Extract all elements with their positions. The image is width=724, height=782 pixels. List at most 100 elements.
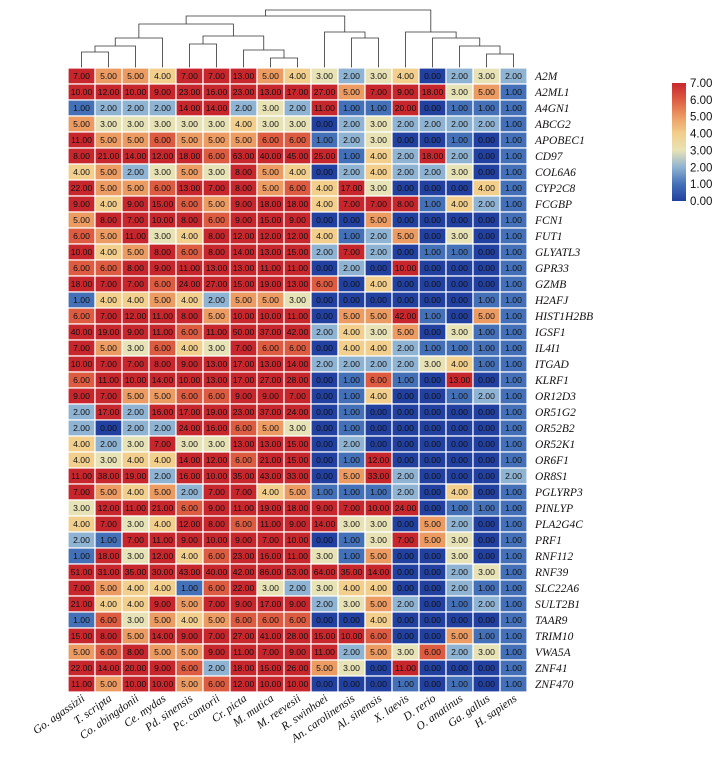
cell-value-label: 5.00	[100, 679, 117, 689]
cell-value-label: 0.00	[316, 423, 333, 433]
cell-value-label: 35.00	[341, 567, 363, 577]
cell-value-label: 1.00	[505, 103, 522, 113]
cell-value-label: 1.00	[316, 135, 333, 145]
cell-value-label: 2.00	[505, 71, 522, 81]
cell-value-label: 11.00	[152, 535, 173, 545]
cell-value-label: 2.00	[316, 327, 333, 337]
cell-value-label: 6.00	[154, 135, 171, 145]
cell-value-label: 5.00	[100, 583, 117, 593]
cell-value-label: 9.00	[316, 503, 333, 513]
cell-value-label: 0.00	[397, 279, 414, 289]
cell-value-label: 11.00	[179, 263, 200, 273]
cell-value-label: 4.00	[181, 615, 198, 625]
cell-value-label: 1.00	[505, 631, 522, 641]
cell-value-label: 14.00	[152, 375, 174, 385]
cell-value-label: 3.00	[451, 231, 468, 241]
cell-value-label: 9.00	[289, 647, 306, 657]
cell-value-label: 1.00	[505, 343, 522, 353]
cell-value-label: 2.00	[397, 343, 414, 353]
cell-value-label: 15.00	[287, 247, 309, 257]
cell-value-label: 0.00	[424, 471, 441, 481]
cell-value-label: 0.00	[397, 551, 414, 561]
cell-value-label: 3.00	[451, 535, 468, 545]
cell-value-label: 2.00	[73, 407, 90, 417]
cell-value-label: 0.00	[424, 375, 441, 385]
cell-value-label: 40.00	[206, 567, 228, 577]
legend-tick-label: 4.00	[690, 129, 712, 141]
cell-value-label: 0.00	[478, 151, 495, 161]
cell-value-label: 0.00	[451, 183, 468, 193]
cell-value-label: 2.00	[424, 167, 441, 177]
cell-value-label: 7.00	[343, 503, 360, 513]
cell-value-label: 1.00	[343, 391, 360, 401]
dendrogram-branch	[324, 31, 366, 68]
cell-value-label: 2.00	[343, 71, 360, 81]
cell-value-label: 15.00	[260, 663, 282, 673]
cell-value-label: 0.00	[424, 439, 441, 449]
cell-value-label: 0.00	[424, 215, 441, 225]
cell-value-label: 5.00	[478, 87, 495, 97]
cell-value-label: 2.00	[451, 151, 468, 161]
gene-label: ZNF470	[535, 679, 574, 691]
cell-value-label: 1.00	[505, 519, 522, 529]
cell-value-label: 11.00	[206, 327, 227, 337]
cell-value-label: 7.00	[370, 199, 387, 209]
cell-value-label: 0.00	[316, 615, 333, 625]
cell-value-label: 15.00	[260, 215, 282, 225]
cell-value-label: 1.00	[397, 679, 414, 689]
legend-colorbar	[672, 83, 686, 201]
cell-value-label: 15.00	[233, 279, 255, 289]
cell-value-label: 10.00	[152, 215, 174, 225]
cell-value-label: 7.00	[73, 343, 90, 353]
cell-value-label: 1.00	[370, 103, 387, 113]
cell-value-label: 64.00	[314, 567, 336, 577]
cell-value-label: 1.00	[343, 487, 360, 497]
cell-value-label: 12.00	[368, 455, 390, 465]
cell-value-label: 11.00	[152, 327, 173, 337]
cell-value-label: 26.00	[287, 663, 309, 673]
cell-value-label: 0.00	[451, 311, 468, 321]
cell-value-label: 1.00	[505, 391, 522, 401]
cell-value-label: 5.00	[100, 343, 117, 353]
cell-value-label: 12.00	[152, 551, 174, 561]
cell-value-label: 6.00	[181, 199, 198, 209]
cell-value-label: 9.00	[181, 535, 198, 545]
cell-value-label: 4.00	[316, 231, 333, 241]
cell-value-label: 13.00	[206, 375, 228, 385]
cell-value-label: 11.00	[314, 647, 335, 657]
cell-value-label: 3.00	[370, 535, 387, 545]
cell-value-label: 7.00	[100, 519, 117, 529]
cell-value-label: 16.00	[206, 423, 228, 433]
cell-value-label: 0.00	[424, 231, 441, 241]
cell-value-label: 7.00	[127, 279, 144, 289]
cell-value-label: 4.00	[370, 615, 387, 625]
cell-value-label: 9.00	[154, 663, 171, 673]
cell-value-label: 10.00	[287, 535, 309, 545]
cell-value-label: 11.00	[314, 103, 335, 113]
cell-value-label: 4.00	[127, 599, 144, 609]
cell-value-label: 1.00	[505, 119, 522, 129]
cell-value-label: 18.00	[179, 151, 201, 161]
cell-value-label: 0.00	[478, 679, 495, 689]
cell-value-label: 1.00	[478, 583, 495, 593]
cell-value-label: 5.00	[100, 231, 117, 241]
cell-value-label: 0.00	[478, 663, 495, 673]
cell-value-label: 6.00	[208, 215, 225, 225]
cell-value-label: 5.00	[181, 679, 198, 689]
cell-value-label: 10.00	[125, 679, 147, 689]
cell-value-label: 6.00	[262, 615, 279, 625]
gene-label: ITGAD	[534, 359, 570, 371]
gene-label: ABCG2	[534, 119, 571, 131]
legend-tick-label: 1.00	[690, 179, 712, 191]
cell-value-label: 0.00	[397, 215, 414, 225]
cell-value-label: 4.00	[154, 583, 171, 593]
gene-label: VWA5A	[535, 647, 572, 659]
cell-value-label: 5.00	[73, 647, 90, 657]
cell-value-label: 24.00	[179, 423, 201, 433]
cell-value-label: 4.00	[100, 599, 117, 609]
cell-value-label: 6.00	[181, 391, 198, 401]
cell-value-label: 10.00	[233, 311, 255, 321]
cell-value-label: 7.00	[127, 215, 144, 225]
cell-value-label: 4.00	[100, 199, 117, 209]
cell-value-label: 0.00	[316, 311, 333, 321]
